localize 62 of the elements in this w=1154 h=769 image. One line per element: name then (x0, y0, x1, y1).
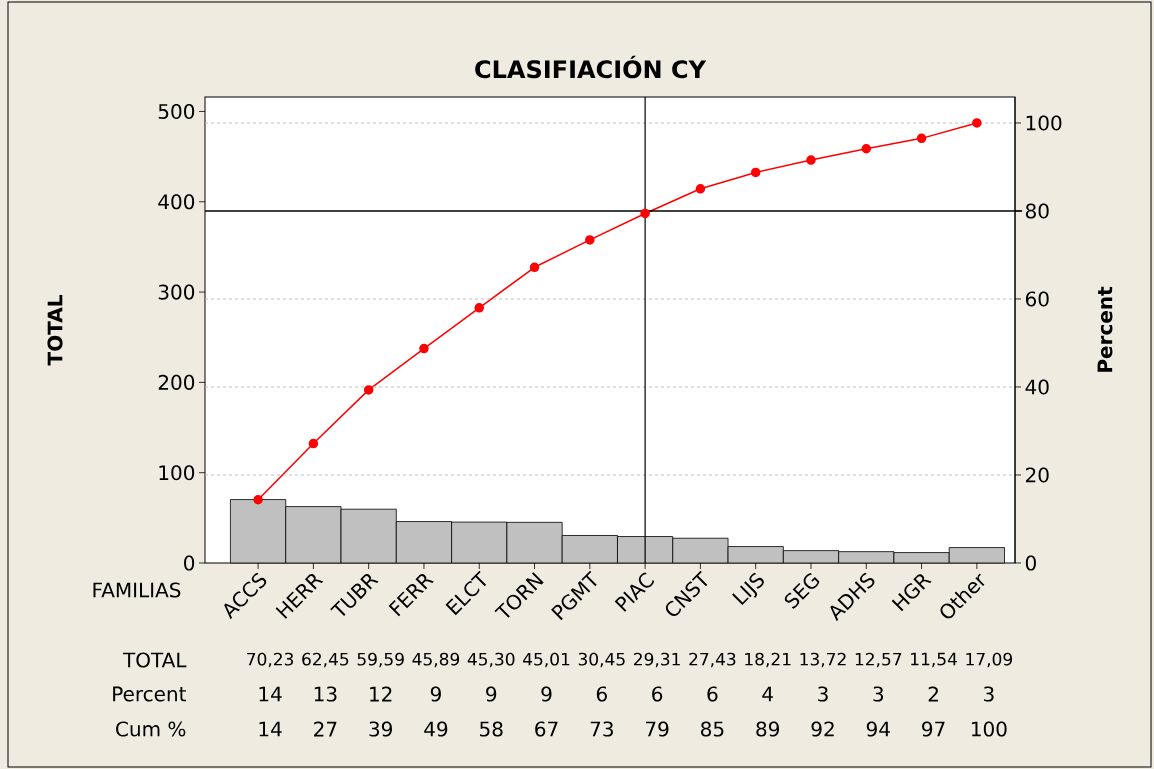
data-label: 17,09 (966, 652, 1012, 668)
data-label: 18,21 (745, 652, 791, 668)
text: 3 (984, 686, 994, 702)
chart-title: CLASIFIACIÓN CY (475, 55, 707, 79)
data-label: 13,72 (800, 652, 846, 668)
x-tick-label: LIJS (732, 572, 764, 606)
data-label: 89 (756, 721, 780, 737)
text: 6 (652, 686, 663, 702)
text: 12 (370, 686, 392, 702)
text: 13 (314, 686, 337, 702)
text: 9 (541, 686, 552, 702)
data-label: 27,43 (689, 652, 736, 668)
y2-tick-label: 100 (1026, 115, 1062, 131)
y2-axis-title: Percent (1097, 286, 1113, 372)
data-label: 59,59 (357, 652, 404, 668)
data-label: 45,30 (467, 652, 515, 668)
x-axis-title: FAMILIAS (93, 582, 181, 598)
data-label: 29,31 (634, 652, 680, 668)
data-label: 73 (590, 721, 613, 737)
data-label: 62,45 (302, 652, 349, 668)
data-label: 94 (866, 721, 890, 737)
y2-tick-label: 60 (1025, 291, 1049, 307)
text: 3 (818, 686, 828, 702)
data-label: 70,23 (247, 652, 294, 668)
text: 4 (762, 686, 773, 702)
text: 2 (928, 686, 938, 702)
text: 6 (707, 686, 718, 702)
y2-tick-label: 0 (1025, 555, 1036, 571)
text: 9 (486, 686, 497, 702)
data-label: 39 (369, 721, 392, 737)
y-tick-label: 0 (184, 555, 195, 571)
data-label: 12,57 (855, 652, 902, 668)
text: Cum % (116, 721, 186, 737)
data-label: 92 (811, 721, 834, 737)
y2-tick-label: 20 (1026, 467, 1049, 483)
y-tick-label: 200 (158, 374, 195, 390)
y-tick-label: 400 (158, 194, 195, 210)
y-axis-title: TOTAL (47, 295, 63, 366)
text: 14 (259, 686, 282, 702)
text: 9 (430, 686, 441, 702)
data-label: 49 (424, 721, 448, 737)
y-tick-label: 300 (158, 284, 195, 300)
data-label: 45,89 (412, 652, 460, 668)
data-label: 79 (646, 721, 669, 737)
data-label: 58 (480, 721, 503, 737)
data-label: 100 (971, 721, 1007, 737)
y-tick-label: 500 (158, 103, 195, 120)
y2-tick-label: 40 (1025, 379, 1049, 395)
data-label: 85 (701, 721, 724, 737)
text: 6 (596, 686, 607, 702)
data-label: 67 (535, 721, 558, 737)
data-label: 11,54 (911, 652, 957, 668)
data-label: 97 (922, 721, 945, 737)
data-label: 30,45 (578, 652, 625, 668)
data-label: 45,01 (523, 652, 570, 668)
text: Percent (113, 686, 186, 702)
data-label: 27 (314, 721, 337, 737)
y2-tick-label: 80 (1025, 203, 1049, 219)
data-label: 14 (259, 721, 282, 737)
text: TOTAL (122, 652, 187, 668)
text: 3 (873, 686, 884, 702)
y-tick-label: 100 (159, 465, 195, 481)
